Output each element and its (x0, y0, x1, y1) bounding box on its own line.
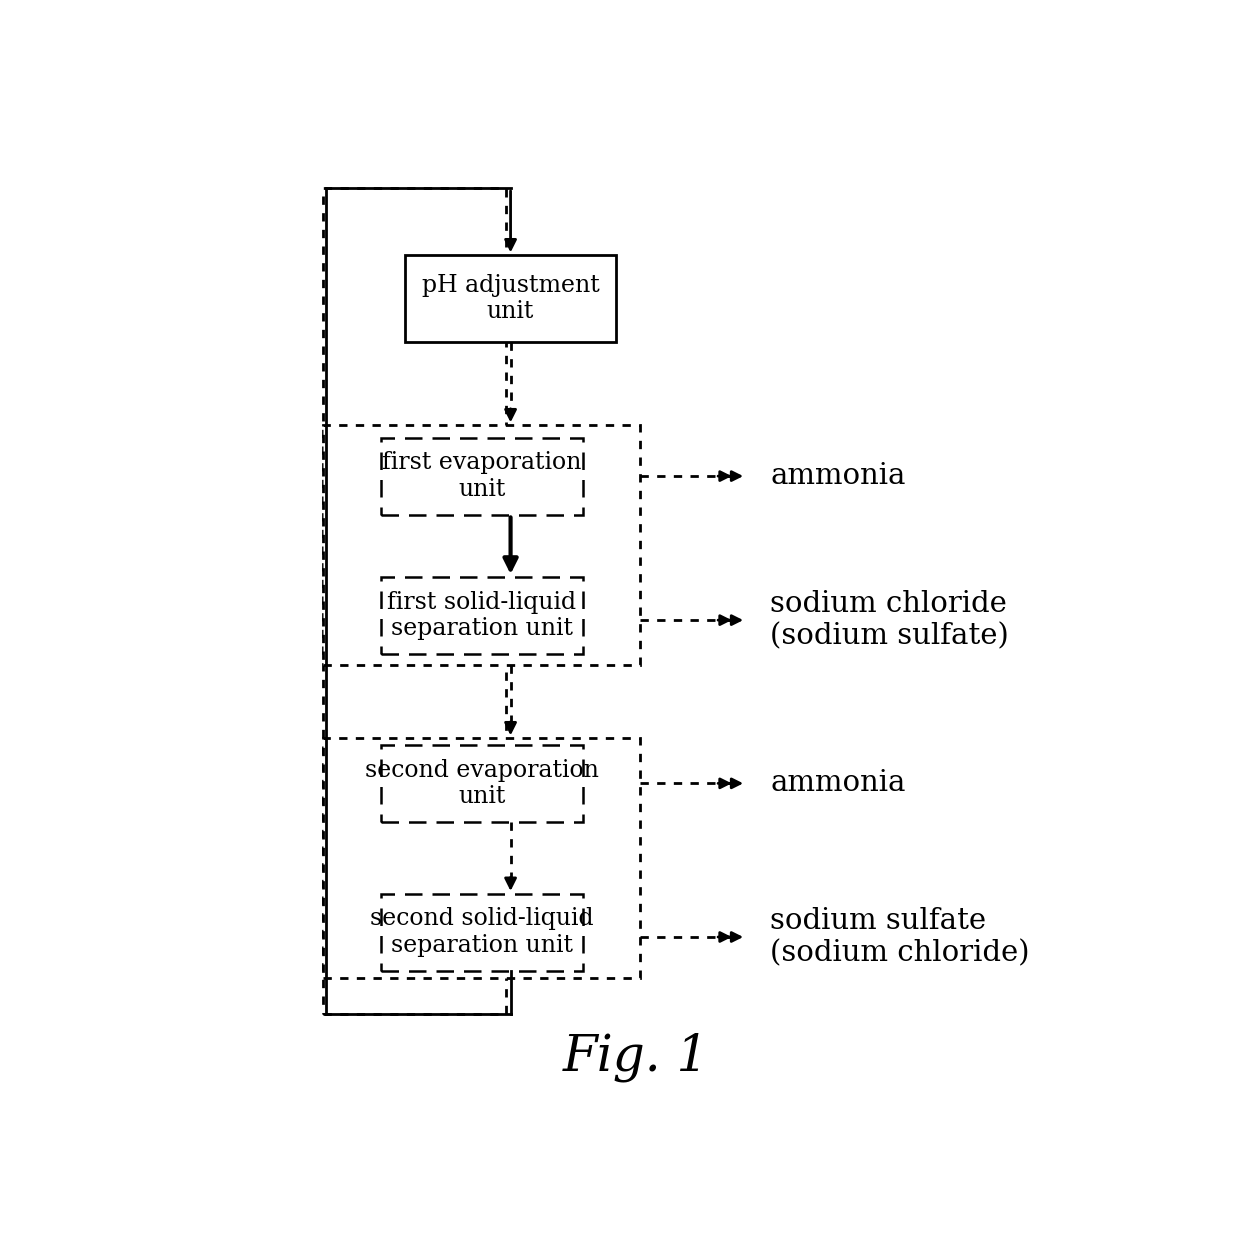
Text: second evaporation
unit: second evaporation unit (365, 758, 599, 808)
Text: first solid-liquid
separation unit: first solid-liquid separation unit (387, 591, 577, 640)
Text: pH adjustment
unit: pH adjustment unit (422, 273, 599, 323)
Bar (324, 738, 640, 979)
Text: ammonia: ammonia (770, 463, 905, 490)
Bar (404, 256, 616, 342)
Text: sodium chloride
(sodium sulfate): sodium chloride (sodium sulfate) (770, 590, 1009, 651)
Bar (381, 577, 583, 653)
Bar (381, 744, 583, 822)
Bar (324, 425, 640, 665)
Text: first evaporation
unit: first evaporation unit (382, 451, 582, 501)
Bar (324, 188, 506, 1014)
Bar (381, 438, 583, 515)
Bar (381, 894, 583, 970)
Text: Fig. 1: Fig. 1 (562, 1033, 709, 1081)
Text: ammonia: ammonia (770, 769, 905, 797)
Text: second solid-liquid
separation unit: second solid-liquid separation unit (370, 908, 594, 956)
Text: sodium sulfate
(sodium chloride): sodium sulfate (sodium chloride) (770, 907, 1029, 968)
